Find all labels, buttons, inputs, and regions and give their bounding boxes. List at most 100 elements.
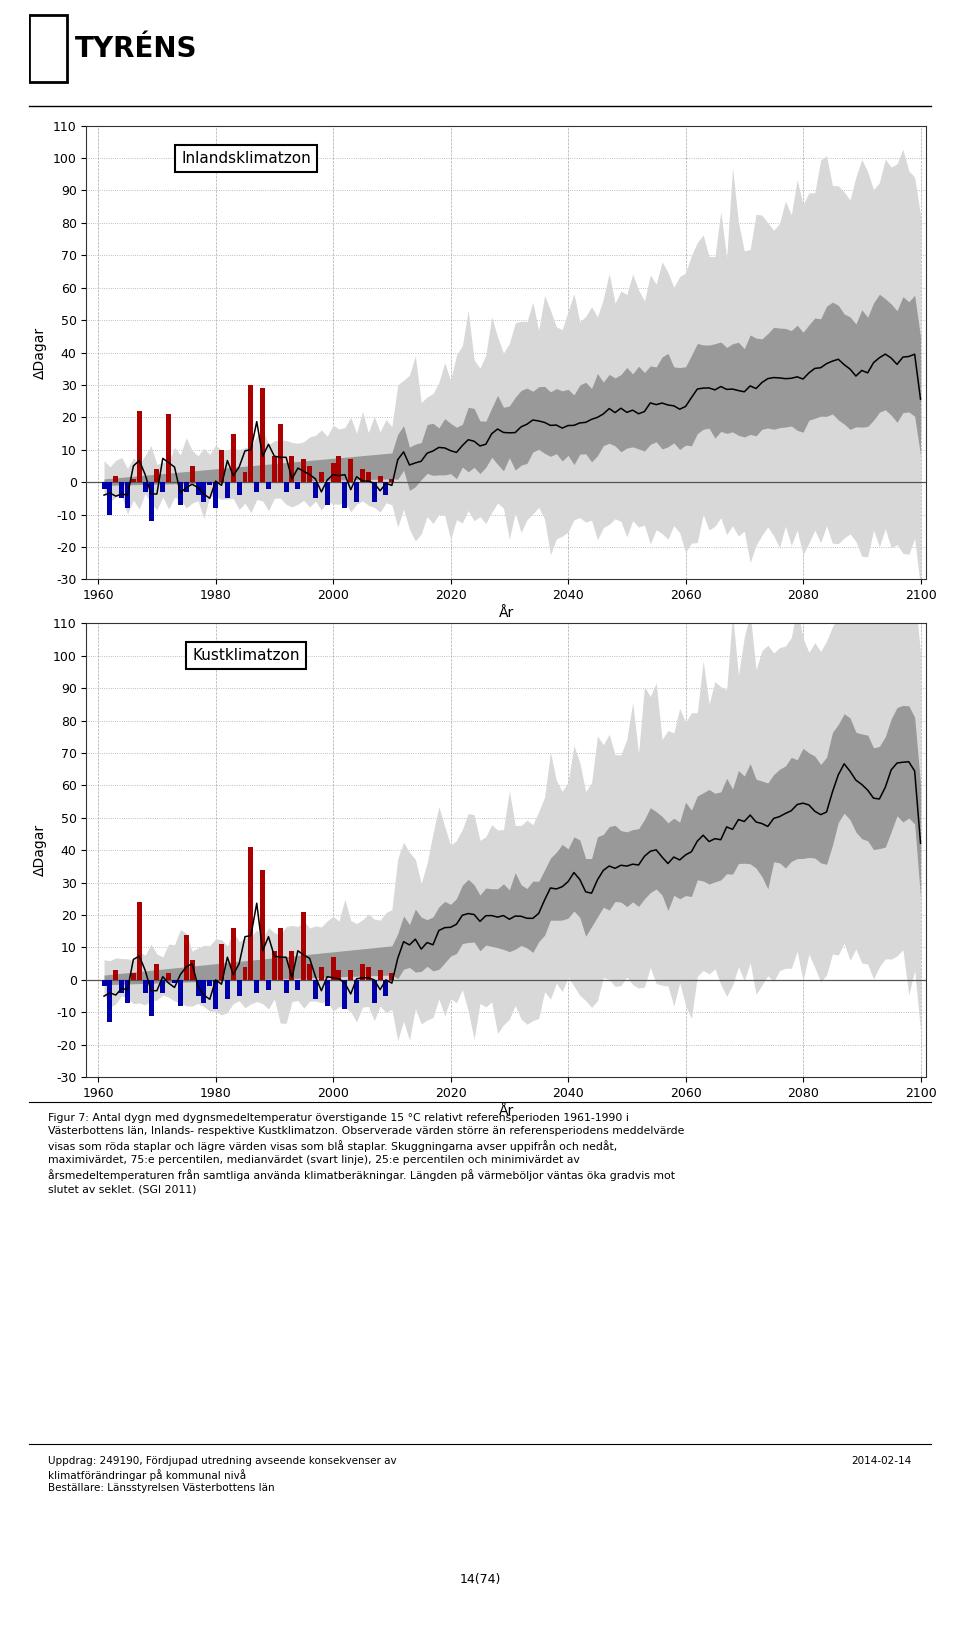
Bar xyxy=(236,481,242,494)
Bar xyxy=(360,963,365,979)
Bar xyxy=(225,979,229,999)
Bar xyxy=(149,979,154,1015)
Bar xyxy=(136,902,142,979)
Bar xyxy=(243,966,248,979)
Bar xyxy=(330,463,336,481)
Bar xyxy=(377,969,383,979)
Bar xyxy=(290,457,295,481)
Bar xyxy=(119,979,124,992)
Text: 2014-02-14: 2014-02-14 xyxy=(852,1456,912,1466)
Bar xyxy=(166,973,171,979)
Bar xyxy=(348,460,353,481)
Bar xyxy=(196,979,201,996)
Bar xyxy=(337,457,342,481)
Bar xyxy=(155,963,159,979)
Bar xyxy=(190,961,195,979)
Bar xyxy=(337,969,342,979)
Bar xyxy=(102,979,107,986)
Bar xyxy=(125,481,130,508)
Bar xyxy=(296,979,300,989)
Bar xyxy=(266,481,271,488)
Bar xyxy=(178,481,183,504)
Bar xyxy=(136,411,142,481)
Bar xyxy=(301,912,306,979)
Bar xyxy=(207,481,212,485)
Bar xyxy=(108,979,112,1022)
Bar xyxy=(290,951,295,979)
Bar xyxy=(372,481,376,501)
Bar xyxy=(330,958,336,979)
Bar xyxy=(372,979,376,1002)
Bar xyxy=(296,481,300,488)
Bar xyxy=(366,472,371,481)
Bar xyxy=(324,979,329,1005)
Bar xyxy=(131,478,136,481)
Bar xyxy=(102,481,107,488)
Bar xyxy=(313,481,318,498)
Bar xyxy=(277,424,283,481)
Bar xyxy=(183,481,189,491)
Bar xyxy=(354,481,359,501)
Bar xyxy=(283,979,289,992)
Text: Uppdrag: 249190, Fördjupad utredning avseende konsekvenser av
klimatförändringar: Uppdrag: 249190, Fördjupad utredning avs… xyxy=(48,1456,396,1493)
Bar xyxy=(149,481,154,521)
Bar xyxy=(366,966,371,979)
Bar xyxy=(172,979,177,982)
Bar xyxy=(131,973,136,979)
Bar xyxy=(219,450,224,481)
Bar xyxy=(183,935,189,979)
Bar xyxy=(277,929,283,979)
Bar xyxy=(160,979,165,992)
Bar xyxy=(230,929,236,979)
Bar xyxy=(319,966,324,979)
Y-axis label: ΔDagar: ΔDagar xyxy=(34,326,47,379)
Bar xyxy=(348,969,353,979)
Text: TYRÉNS: TYRÉNS xyxy=(75,34,198,64)
Bar xyxy=(272,951,276,979)
Bar xyxy=(202,481,206,501)
Bar xyxy=(343,979,348,1009)
Bar xyxy=(324,481,329,504)
Bar xyxy=(207,979,212,986)
Bar xyxy=(143,979,148,992)
Bar xyxy=(260,870,265,979)
Bar xyxy=(196,481,201,494)
Bar xyxy=(160,481,165,491)
Bar xyxy=(166,415,171,481)
Bar xyxy=(29,15,67,82)
Bar xyxy=(266,979,271,989)
Text: Figur 7: Antal dygn med dygnsmedeltemperatur överstigande 15 °C relativt referen: Figur 7: Antal dygn med dygnsmedeltemper… xyxy=(48,1113,684,1195)
Bar xyxy=(360,468,365,481)
X-axis label: År: År xyxy=(499,1103,514,1118)
Text: 14(74): 14(74) xyxy=(459,1573,501,1586)
Bar xyxy=(383,979,389,996)
Bar xyxy=(225,481,229,498)
Bar xyxy=(202,979,206,1002)
Bar xyxy=(354,979,359,1002)
Bar xyxy=(254,979,259,992)
Bar xyxy=(301,460,306,481)
Bar xyxy=(143,481,148,491)
Y-axis label: ΔDagar: ΔDagar xyxy=(34,824,47,876)
Bar xyxy=(343,481,348,508)
Bar xyxy=(260,388,265,481)
Bar xyxy=(390,478,395,481)
Bar xyxy=(236,979,242,996)
Bar xyxy=(113,969,118,979)
Text: Kustklimatzon: Kustklimatzon xyxy=(192,648,300,663)
Text: Inlandsklimatzon: Inlandsklimatzon xyxy=(181,150,311,165)
Bar xyxy=(249,385,253,481)
Bar xyxy=(313,979,318,999)
Bar xyxy=(283,481,289,491)
Bar xyxy=(307,467,312,481)
Bar xyxy=(243,472,248,481)
Bar xyxy=(307,963,312,979)
Bar xyxy=(108,481,112,514)
Bar xyxy=(125,979,130,1002)
Bar xyxy=(113,475,118,481)
Bar xyxy=(272,457,276,481)
Bar xyxy=(390,973,395,979)
Bar xyxy=(178,979,183,1005)
Bar xyxy=(377,475,383,481)
Bar xyxy=(219,945,224,979)
